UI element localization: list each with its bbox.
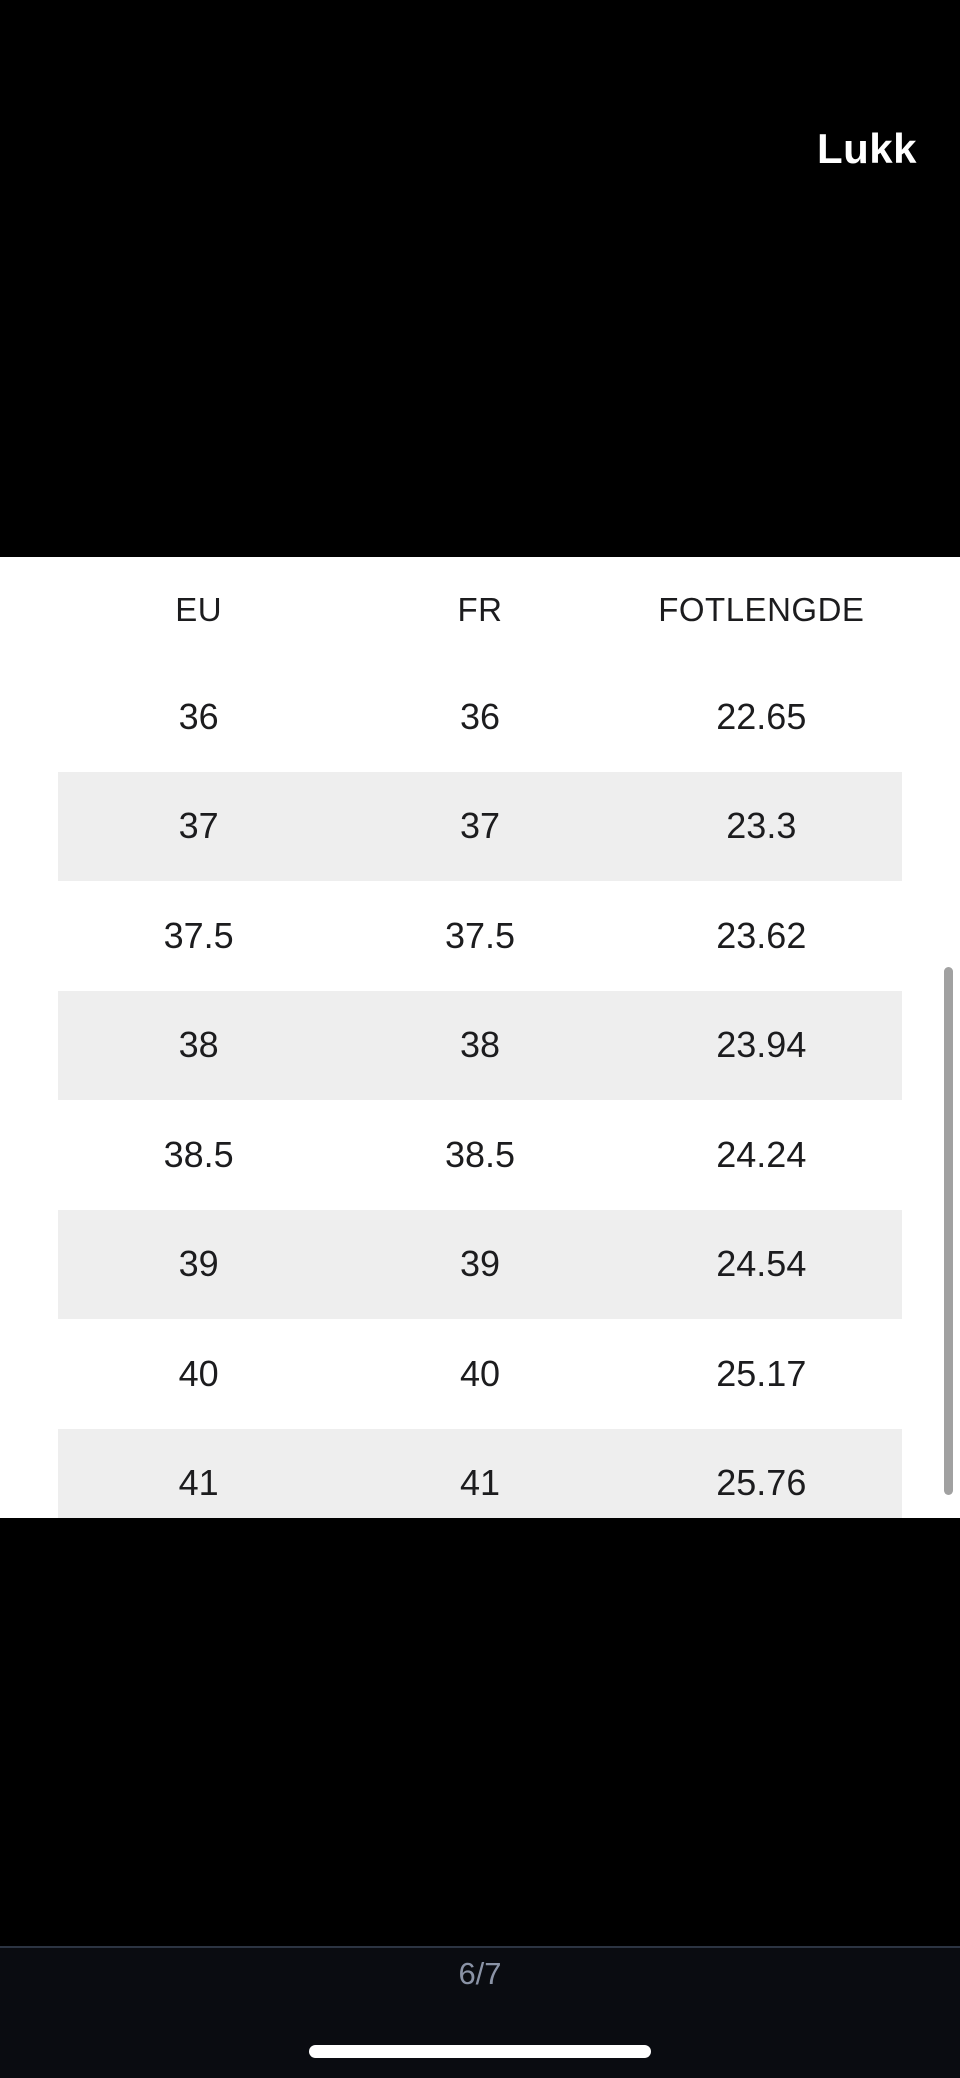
cell-eu: 37.5 — [163, 914, 234, 956]
table-row: 37.5 37.5 23.62 — [58, 881, 902, 991]
cell-fotlengde: 22.65 — [716, 695, 807, 737]
table-row: 40 40 25.17 — [58, 1319, 902, 1429]
pager-footer: 6/7 — [0, 1946, 960, 2078]
table-row: 38.5 38.5 24.24 — [58, 1100, 902, 1210]
scrollbar-thumb[interactable] — [944, 967, 953, 1495]
cell-fr: 36 — [459, 695, 501, 737]
cell-eu: 41 — [178, 1462, 219, 1504]
table-row: 39 39 24.54 — [58, 1209, 902, 1319]
page-indicator: 6/7 — [458, 1956, 502, 1991]
size-guide-sheet[interactable]: EU FR FOTLENGDE 36 36 22.65 37 37 23.3 3… — [0, 557, 960, 1518]
cell-eu: 39 — [178, 1243, 219, 1285]
cell-fotlengde: 25.17 — [716, 1352, 807, 1394]
size-table-body[interactable]: 36 36 22.65 37 37 23.3 37.5 37.5 23.62 3… — [0, 662, 960, 1518]
size-table-header-row: EU FR FOTLENGDE — [58, 557, 902, 662]
cell-fr: 37 — [459, 805, 501, 847]
cell-fotlengde: 23.62 — [716, 914, 807, 956]
column-header-fr: FR — [457, 590, 503, 628]
cell-eu: 36 — [178, 695, 219, 737]
table-row: 41 41 25.76 — [58, 1428, 902, 1518]
cell-fr: 39 — [459, 1243, 501, 1285]
cell-fotlengde: 23.94 — [716, 1024, 807, 1066]
column-header-eu: EU — [175, 590, 223, 628]
modal-backdrop-top — [0, 0, 960, 557]
cell-eu: 40 — [178, 1352, 219, 1394]
cell-fr: 41 — [459, 1462, 501, 1504]
cell-fr: 38 — [459, 1024, 501, 1066]
cell-eu: 38.5 — [163, 1133, 234, 1175]
cell-fr: 37.5 — [444, 914, 516, 956]
cell-eu: 38 — [178, 1024, 219, 1066]
cell-eu: 37 — [178, 805, 219, 847]
cell-fr: 38.5 — [444, 1133, 516, 1175]
table-row: 36 36 22.65 — [58, 662, 902, 772]
cell-fotlengde: 23.3 — [726, 805, 797, 847]
column-header-fotlengde: FOTLENGDE — [658, 590, 865, 628]
cell-fotlengde: 24.24 — [716, 1133, 807, 1175]
table-row: 38 38 23.94 — [58, 990, 902, 1100]
cell-fotlengde: 24.54 — [716, 1243, 807, 1285]
home-indicator[interactable] — [309, 2045, 651, 2058]
close-button[interactable]: Lukk — [816, 125, 917, 172]
table-row: 37 37 23.3 — [58, 771, 902, 881]
cell-fotlengde: 25.76 — [716, 1462, 807, 1504]
cell-fr: 40 — [459, 1352, 501, 1394]
